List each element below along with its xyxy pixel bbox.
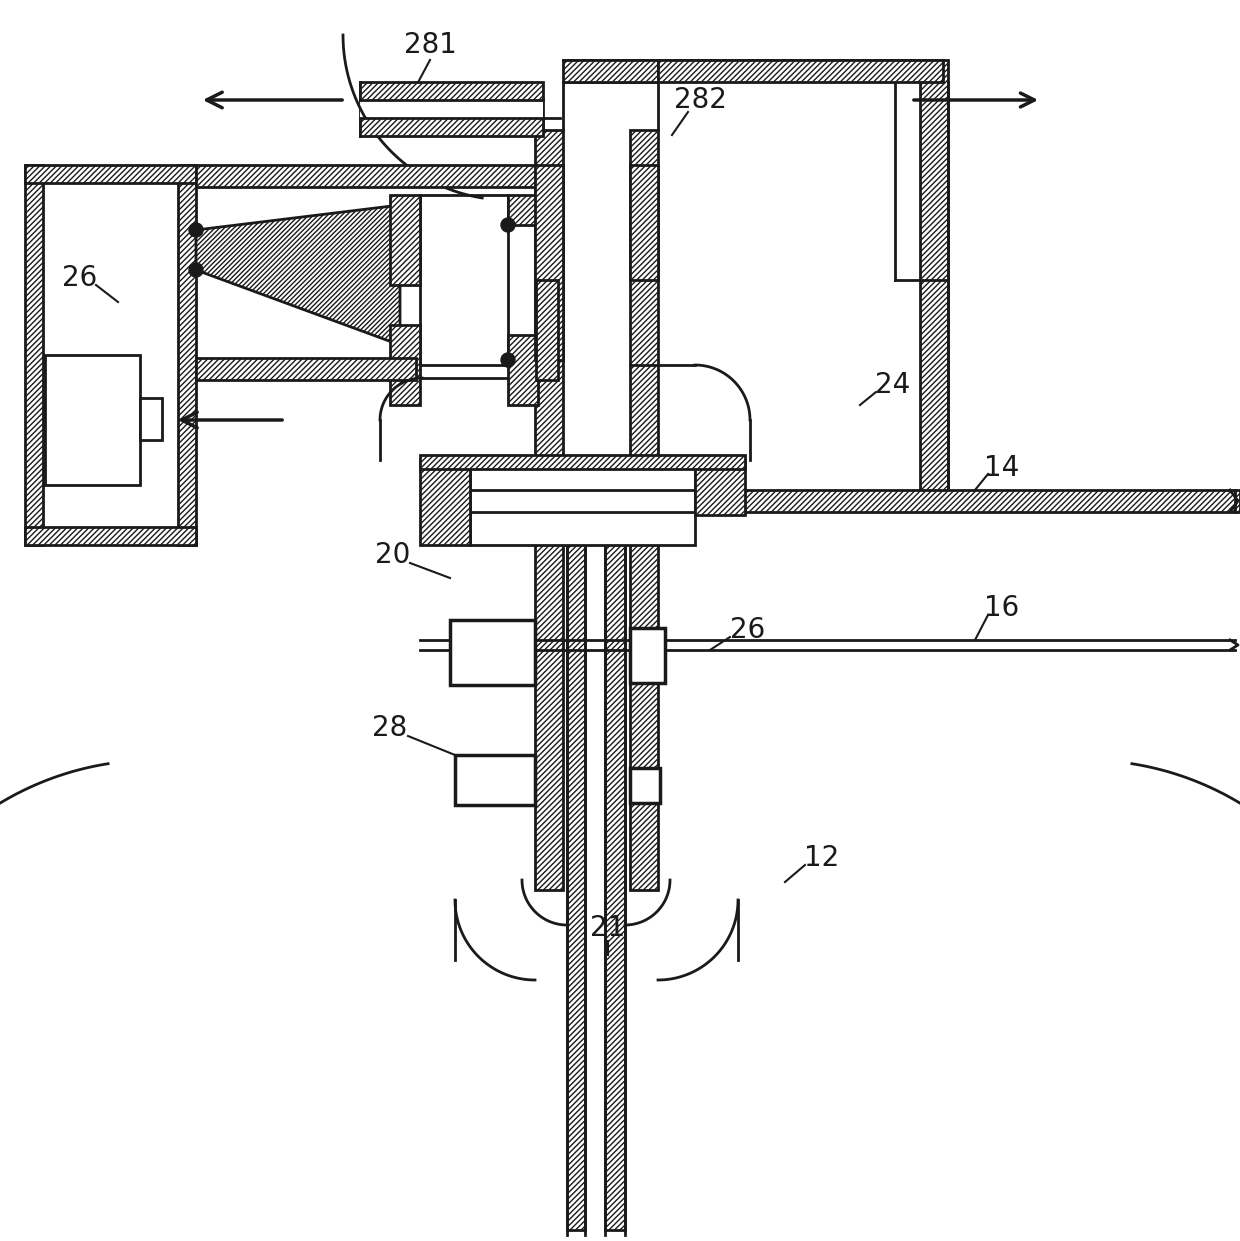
Bar	[694, 460, 745, 515]
Bar	[630, 165, 658, 280]
Text: 21: 21	[590, 915, 626, 942]
Bar	[534, 130, 563, 890]
Bar	[25, 165, 196, 182]
Bar	[630, 768, 660, 803]
Circle shape	[188, 263, 203, 277]
Bar	[360, 82, 543, 101]
Circle shape	[188, 223, 203, 237]
Bar	[179, 165, 196, 545]
Bar	[420, 460, 470, 545]
Text: 20: 20	[376, 541, 410, 570]
Bar	[605, 510, 625, 1230]
Bar	[140, 398, 162, 441]
Bar	[420, 195, 508, 365]
Polygon shape	[196, 205, 401, 345]
Bar	[630, 628, 665, 683]
Bar	[585, 510, 605, 1230]
Bar	[420, 455, 745, 469]
Bar	[567, 510, 585, 1230]
Text: 28: 28	[372, 714, 408, 742]
Text: 26: 26	[730, 616, 765, 644]
Bar	[391, 195, 420, 285]
Bar	[196, 357, 415, 380]
Bar	[25, 165, 43, 545]
Bar	[470, 460, 694, 545]
Text: 281: 281	[403, 31, 456, 60]
Bar	[630, 130, 658, 890]
Bar	[658, 60, 942, 82]
Text: 16: 16	[985, 594, 1019, 622]
Bar	[563, 60, 658, 82]
Text: 12: 12	[805, 844, 839, 872]
Bar	[450, 620, 534, 685]
Bar	[563, 130, 630, 890]
Bar	[508, 335, 538, 405]
Text: 282: 282	[673, 86, 727, 114]
Bar	[45, 355, 140, 485]
Bar	[508, 195, 538, 225]
Bar	[920, 60, 949, 495]
Bar	[534, 165, 563, 360]
Bar	[196, 165, 536, 187]
Bar	[455, 755, 534, 805]
Circle shape	[501, 218, 515, 232]
Text: 26: 26	[62, 264, 98, 292]
Bar	[701, 490, 1240, 513]
Bar	[360, 118, 543, 137]
Bar	[536, 280, 558, 380]
Text: 14: 14	[985, 454, 1019, 482]
Bar	[25, 527, 196, 545]
Text: 24: 24	[875, 371, 910, 400]
Bar	[391, 325, 420, 405]
Circle shape	[501, 352, 515, 367]
Bar	[360, 101, 543, 118]
